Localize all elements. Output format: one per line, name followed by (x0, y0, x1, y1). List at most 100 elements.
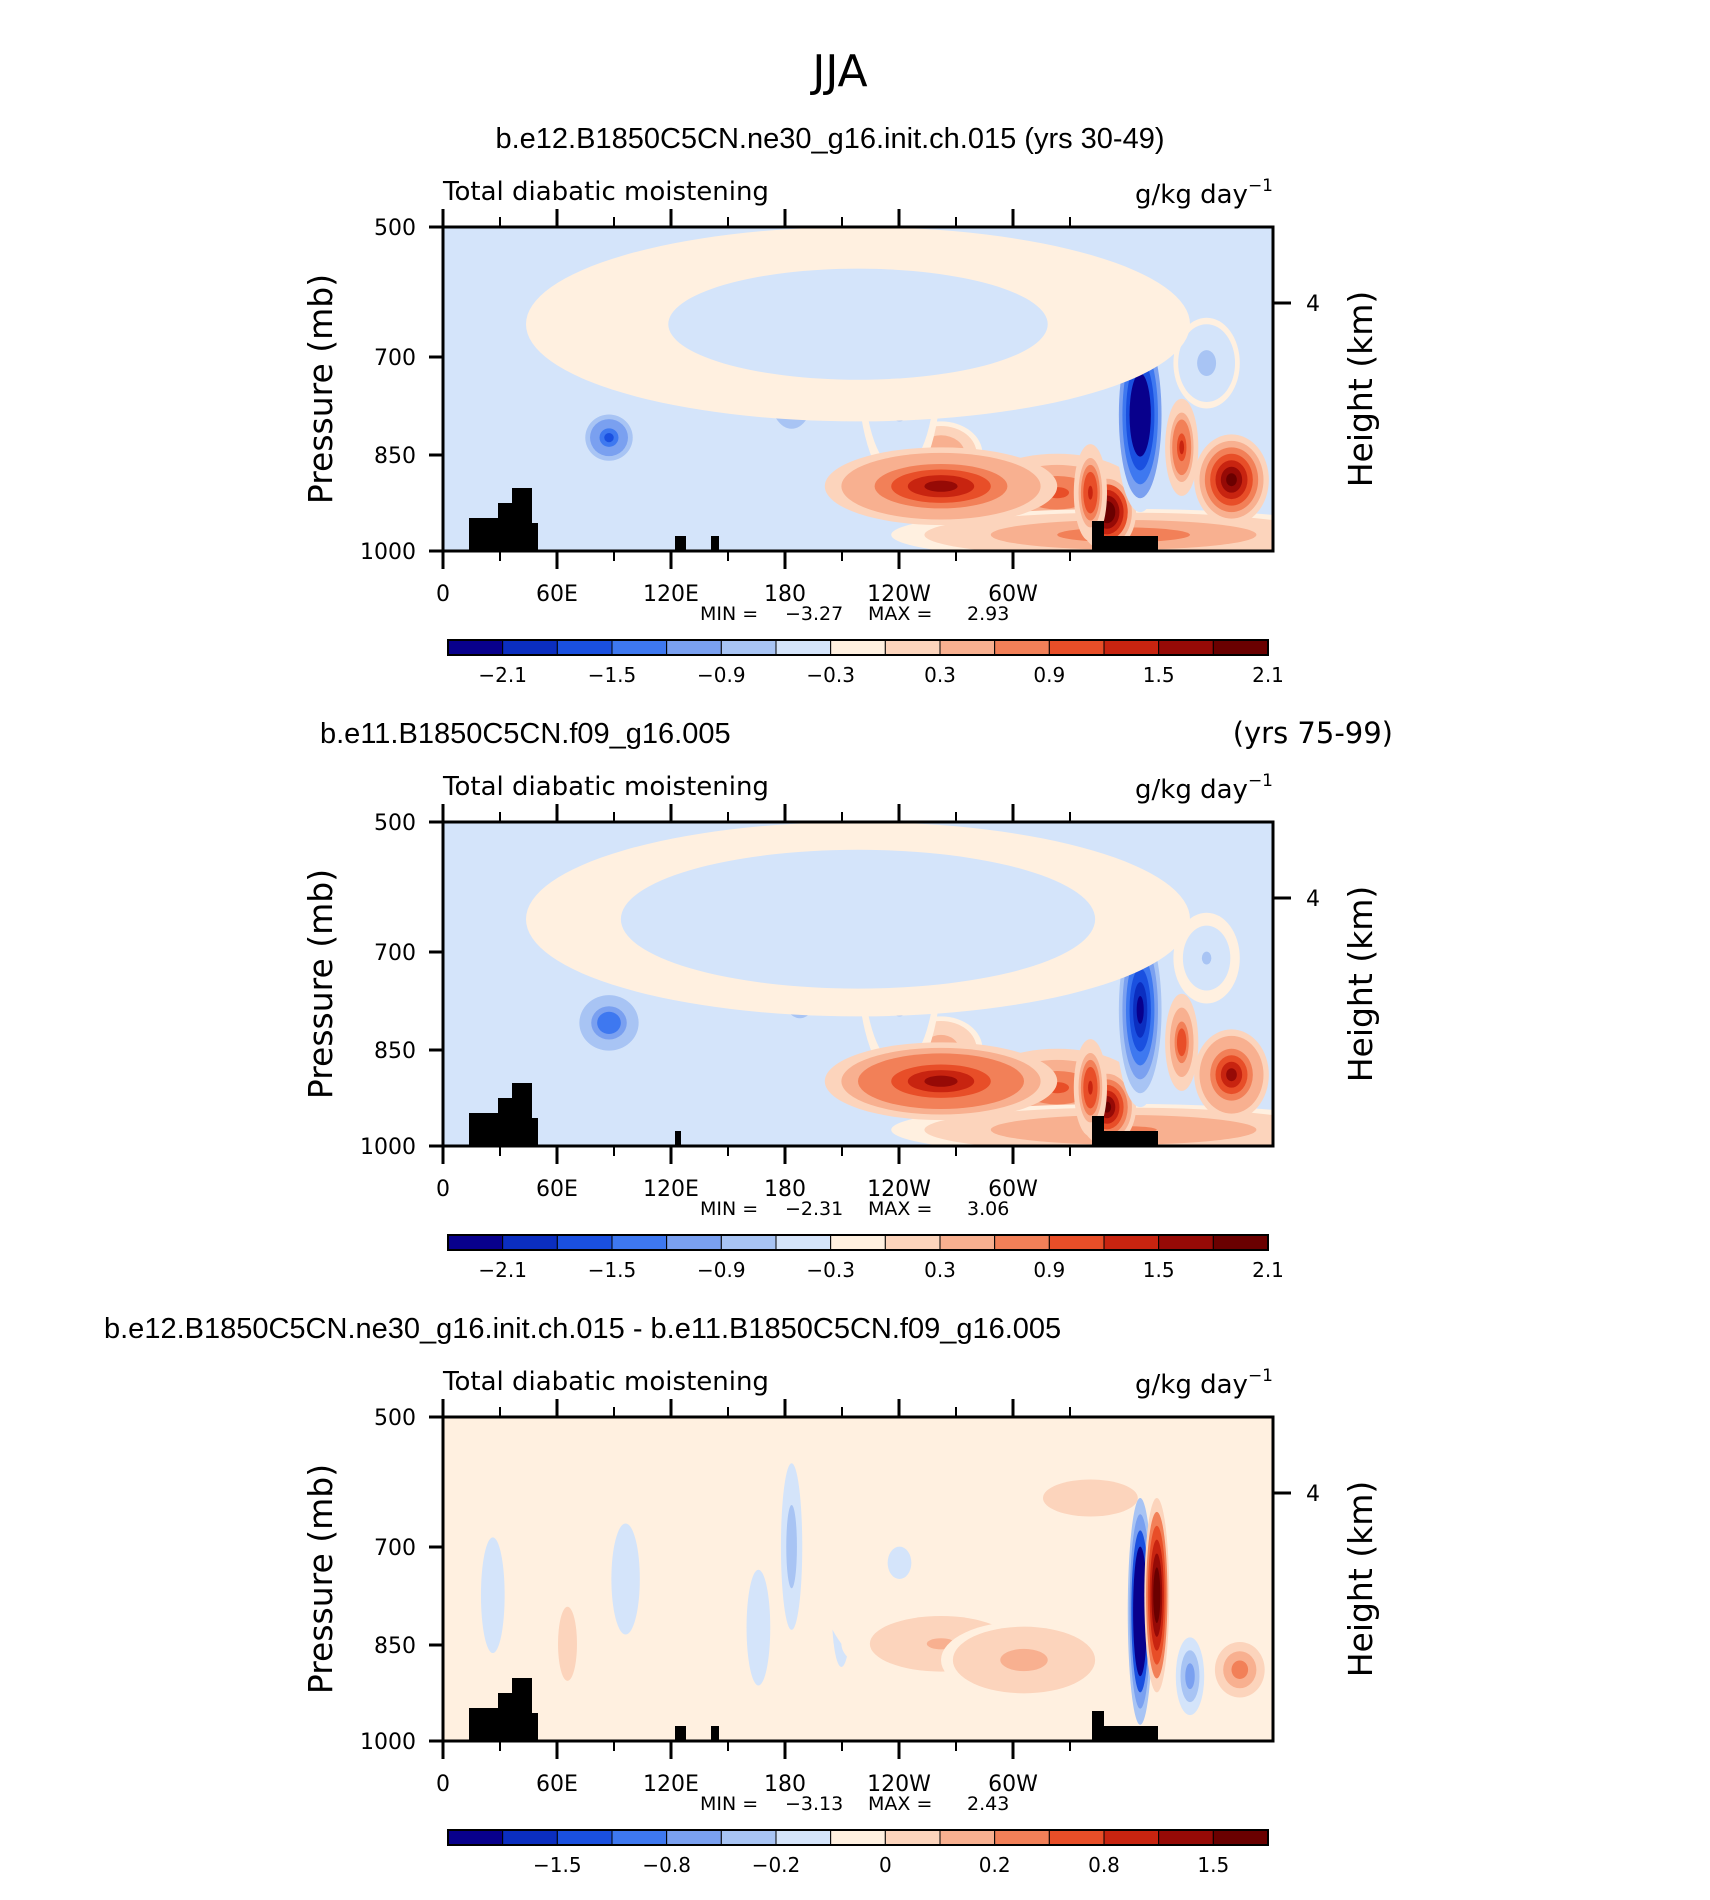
contour-band-8-6 (1012, 1654, 1036, 1666)
plot-frame (441, 1415, 1275, 1743)
colorbar-swatch (830, 639, 886, 656)
y-tick-label: 1000 (360, 1730, 416, 1755)
contour-band-2-6 (622, 1565, 630, 1593)
figure-title: JJA (809, 46, 867, 97)
colorbar: −2.1 −1.5 −0.9 −0.3 0.3 0.9 1.5 2.1 (447, 639, 1284, 687)
colorbar-swatch (1212, 1829, 1269, 1846)
colorbar-label: 1.5 (1143, 663, 1175, 687)
colorbar-swatch (611, 1234, 668, 1251)
colorbar-swatch (1158, 1829, 1214, 1846)
y-tick-label: 1000 (360, 540, 416, 565)
colorbar-swatch (1048, 1234, 1105, 1251)
colorbar-swatch (1103, 1829, 1160, 1846)
contour-band-1-6 (565, 1634, 570, 1654)
x-tick-label: 0 (436, 582, 450, 607)
colorbar-swatch (884, 1234, 941, 1251)
panel-1: b.e12.B1850C5CN.ne30_g16.init.ch.015 (yr… (301, 123, 1380, 687)
colorbar-swatch (666, 1829, 722, 1846)
topography-mask (469, 488, 1158, 551)
colorbar-frame (447, 1234, 1269, 1251)
x-tick-label: 60W (988, 1177, 1038, 1202)
colorbar-label: −2.1 (478, 663, 527, 687)
contour-band-9-6 (1136, 996, 1144, 1024)
min-label: MIN = (700, 1198, 758, 1220)
colorbar-swatch (994, 1234, 1050, 1251)
contour-band-6-6 (924, 1075, 958, 1087)
x-tick-label: 120E (643, 582, 699, 607)
topography-mask (469, 1083, 1158, 1146)
y2-axis-label: Height (km) (1341, 291, 1380, 488)
min-value: −2.31 (785, 1198, 843, 1220)
contour-band-11-6 (1226, 473, 1237, 487)
panel-title: b.e12.B1850C5CN.ne30_g16.init.ch.015 (yr… (495, 123, 1164, 155)
contour-band-0-6 (490, 1583, 496, 1607)
x-tick-label: 60E (536, 582, 578, 607)
x-tick-label: 120W (867, 582, 931, 607)
colorbar-swatch (1048, 1829, 1105, 1846)
colorbar-swatch (884, 639, 941, 656)
y-tick-label: 500 (374, 1406, 416, 1431)
axes: 0 60E 120E 180 120W 60W 500 700 850 1000 4 (360, 209, 1320, 607)
panel-title: b.e12.B1850C5CN.ne30_g16.init.ch.015 - b… (104, 1313, 1061, 1345)
colorbar-swatch (1158, 1234, 1214, 1251)
x-tick-label: 60E (536, 1772, 578, 1797)
y2-tick-label: 4 (1306, 292, 1320, 317)
colorbar: −2.1 −1.5 −0.9 −0.3 0.3 0.9 1.5 2.1 (447, 1234, 1284, 1282)
y-tick-label: 700 (374, 1536, 416, 1561)
contour-band-8-6 (1088, 1080, 1093, 1095)
y-tick-label: 500 (374, 216, 416, 241)
colorbar-label: 1.5 (1143, 1258, 1175, 1282)
contour-band-9-6 (1136, 401, 1144, 429)
colorbar-swatch (939, 1829, 996, 1846)
contour-band-13-6 (1235, 1665, 1244, 1675)
colorbar-swatch (939, 639, 996, 656)
variable-label: Total diabatic moistening (442, 177, 769, 207)
panel-title-right: (yrs 75-99) (1233, 716, 1393, 750)
contour-band-10-6 (1179, 1035, 1185, 1050)
contour-band-12-6 (1201, 356, 1212, 370)
min-value: −3.13 (785, 1793, 843, 1815)
x-tick-label: 180 (764, 1177, 806, 1202)
contour-band-8-6 (1088, 485, 1093, 500)
colorbar-label: −1.5 (533, 1853, 582, 1877)
y-tick-label: 500 (374, 811, 416, 836)
colorbar-swatch (502, 1829, 558, 1846)
colorbar-label: −0.3 (806, 1258, 855, 1282)
contour-band-13-6 (810, 310, 906, 339)
units-label: g/kg day−1 (1135, 771, 1273, 805)
y-axis-label: Pressure (mb) (301, 869, 340, 1099)
colorbar-label: −1.5 (588, 1258, 637, 1282)
colorbar-label: −2.1 (478, 1258, 527, 1282)
colorbar-swatch (556, 1234, 613, 1251)
colorbar-swatch (502, 1234, 558, 1251)
colorbar-label: 0.3 (924, 663, 956, 687)
min-label: MIN = (700, 1793, 758, 1815)
colorbar-label: −0.3 (806, 663, 855, 687)
axes: 0 60E 120E 180 120W 60W 500 700 850 1000 4 (360, 1399, 1320, 1797)
colorbar-label: 0.8 (1088, 1853, 1120, 1877)
colorbar-label: 0.3 (924, 1258, 956, 1282)
colorbar-swatch (447, 639, 504, 656)
y2-tick-label: 4 (1306, 1482, 1320, 1507)
x-tick-label: 0 (436, 1772, 450, 1797)
x-tick-label: 120W (867, 1772, 931, 1797)
colorbar-swatch (447, 1234, 504, 1251)
colorbar-frame (447, 1829, 1269, 1846)
contour-band-3-6 (604, 432, 614, 443)
y-tick-label: 850 (374, 444, 416, 469)
contour-band-12-6 (1187, 1669, 1193, 1683)
units-label: g/kg day−1 (1135, 1366, 1273, 1400)
x-tick-label: 180 (764, 1772, 806, 1797)
contour-band-12-6 (1201, 951, 1212, 965)
colorbar-swatch (1103, 639, 1160, 656)
y2-tick-label: 4 (1306, 887, 1320, 912)
colorbar-label: 0.9 (1033, 1258, 1065, 1282)
contour-band-13-6 (810, 905, 906, 934)
colorbar-swatch (556, 639, 613, 656)
colorbar-swatch (994, 1829, 1050, 1846)
y-axis-label: Pressure (mb) (301, 1464, 340, 1694)
contour-band-11-6 (1226, 1068, 1237, 1082)
y2-axis-label: Height (km) (1341, 1481, 1380, 1678)
colorbar-swatch (502, 639, 558, 656)
colorbar-swatch (611, 1829, 668, 1846)
